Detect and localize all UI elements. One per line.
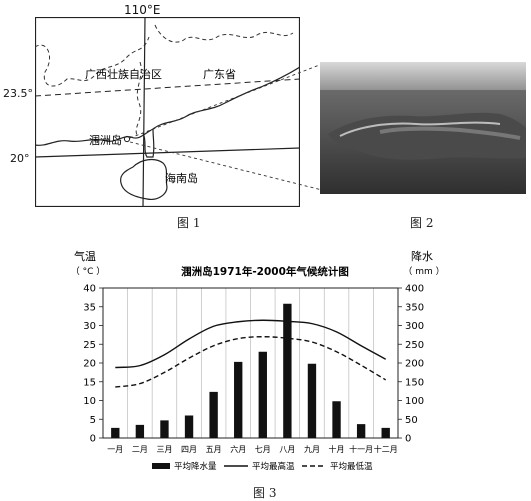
legend-label-precipitation: 平均降水量 (174, 461, 217, 472)
left-tick-label: 10 (83, 396, 96, 407)
leader-line-bottom (129, 141, 323, 191)
precipitation-bar (160, 420, 169, 438)
tropic-line (35, 78, 300, 97)
chart-title: 涠洲岛1971年-2000年气候统计图 (181, 265, 349, 278)
right-tick-label: 300 (405, 321, 424, 332)
legend-label-min-temp: 平均最低温 (330, 461, 373, 472)
precipitation-bar (258, 351, 267, 438)
month-label: 三月 (156, 445, 172, 454)
month-label: 八月 (279, 445, 295, 454)
photo-vegetation (379, 126, 521, 140)
precipitation-bar (209, 391, 218, 438)
precipitation-bar (135, 424, 145, 438)
figure1-caption: 图 1 (177, 216, 201, 230)
map-figure: 广西壮族自治区 广东省 涠洲岛 海南岛 (35, 17, 300, 207)
climate-chart: 气温 （ °C ） 降水 （ mm ） 涠洲岛1971年-2000年气候统计图 … (71, 249, 445, 473)
figure2-caption: 图 2 (410, 216, 434, 230)
precipitation-bar (111, 427, 120, 438)
label-hainan: 海南岛 (165, 171, 198, 185)
right-tick-label: 50 (405, 415, 418, 426)
right-tick-label: 200 (405, 359, 424, 370)
boundary-guangdong-north (154, 24, 294, 43)
month-label: 十二月 (374, 444, 398, 454)
leader-line-top (129, 63, 323, 139)
latitude-label-20: 20° (10, 152, 30, 165)
photo-leader-lines (129, 63, 323, 191)
left-tick-label: 40 (83, 284, 96, 295)
label-guangxi: 广西壮族自治区 (85, 67, 162, 81)
precipitation-bar (283, 303, 292, 438)
month-label: 一月 (107, 445, 123, 454)
left-tick-label: 25 (83, 340, 96, 351)
right-tick-label: 150 (405, 377, 424, 388)
latitude-label-23-5: 23.5° (3, 87, 33, 100)
boundary-gx-gd (135, 61, 142, 136)
weizhou-island-marker (123, 135, 131, 143)
hainan-island-shape (120, 158, 168, 200)
right-tick-label: 400 (405, 284, 424, 295)
right-tick-label: 250 (405, 340, 424, 351)
left-tick-label: 30 (83, 321, 96, 332)
precipitation-bar (356, 424, 366, 438)
left-tick-label: 0 (90, 434, 96, 445)
boundary-guangxi-north (35, 36, 150, 87)
right-axis-title: 降水 (411, 249, 433, 263)
meridian-110-line (142, 17, 146, 207)
left-axis-unit: （ °C ） (71, 266, 106, 277)
avg-max-temp-line (115, 319, 387, 369)
leizhou-peninsula (142, 128, 155, 158)
left-tick-label: 20 (83, 359, 96, 370)
precipitation-bar (234, 361, 243, 438)
month-label: 十月 (329, 444, 345, 454)
month-label: 五月 (206, 445, 222, 454)
month-label: 七月 (255, 445, 271, 454)
month-label: 十一月 (349, 444, 373, 454)
legend-swatch-precipitation (152, 463, 170, 469)
precipitation-bar (332, 401, 341, 438)
label-guangdong: 广东省 (203, 68, 236, 81)
map-frame (35, 17, 300, 207)
month-label: 六月 (230, 444, 246, 454)
right-tick-label: 0 (405, 434, 411, 445)
month-label: 二月 (132, 445, 148, 454)
label-weizhou: 涠洲岛 (89, 133, 122, 147)
avg-min-temp-line (115, 336, 387, 388)
right-tick-label: 350 (405, 302, 424, 313)
right-tick-label: 100 (405, 396, 424, 407)
right-axis-unit: （ mm ） (403, 266, 444, 277)
left-tick-label: 5 (90, 415, 96, 426)
precipitation-bar (381, 427, 390, 438)
chart-plot-area: 0510152025303540050100150200250300350400… (83, 284, 424, 473)
precipitation-bar (307, 363, 317, 438)
left-tick-label: 15 (83, 377, 96, 388)
left-axis-title: 气温 (74, 249, 96, 263)
left-tick-label: 35 (83, 302, 96, 313)
legend-label-max-temp: 平均最高温 (252, 461, 295, 472)
month-label: 四月 (181, 445, 197, 454)
latitude-20-line (35, 147, 300, 158)
figure3-caption: 图 3 (253, 486, 277, 500)
month-label: 九月 (304, 445, 320, 454)
precipitation-bar (184, 415, 194, 438)
photo-sky (320, 62, 526, 92)
island-aerial-photo (320, 62, 526, 194)
longitude-label: 110°E (124, 3, 161, 17)
photo-beach-edge (339, 121, 501, 137)
